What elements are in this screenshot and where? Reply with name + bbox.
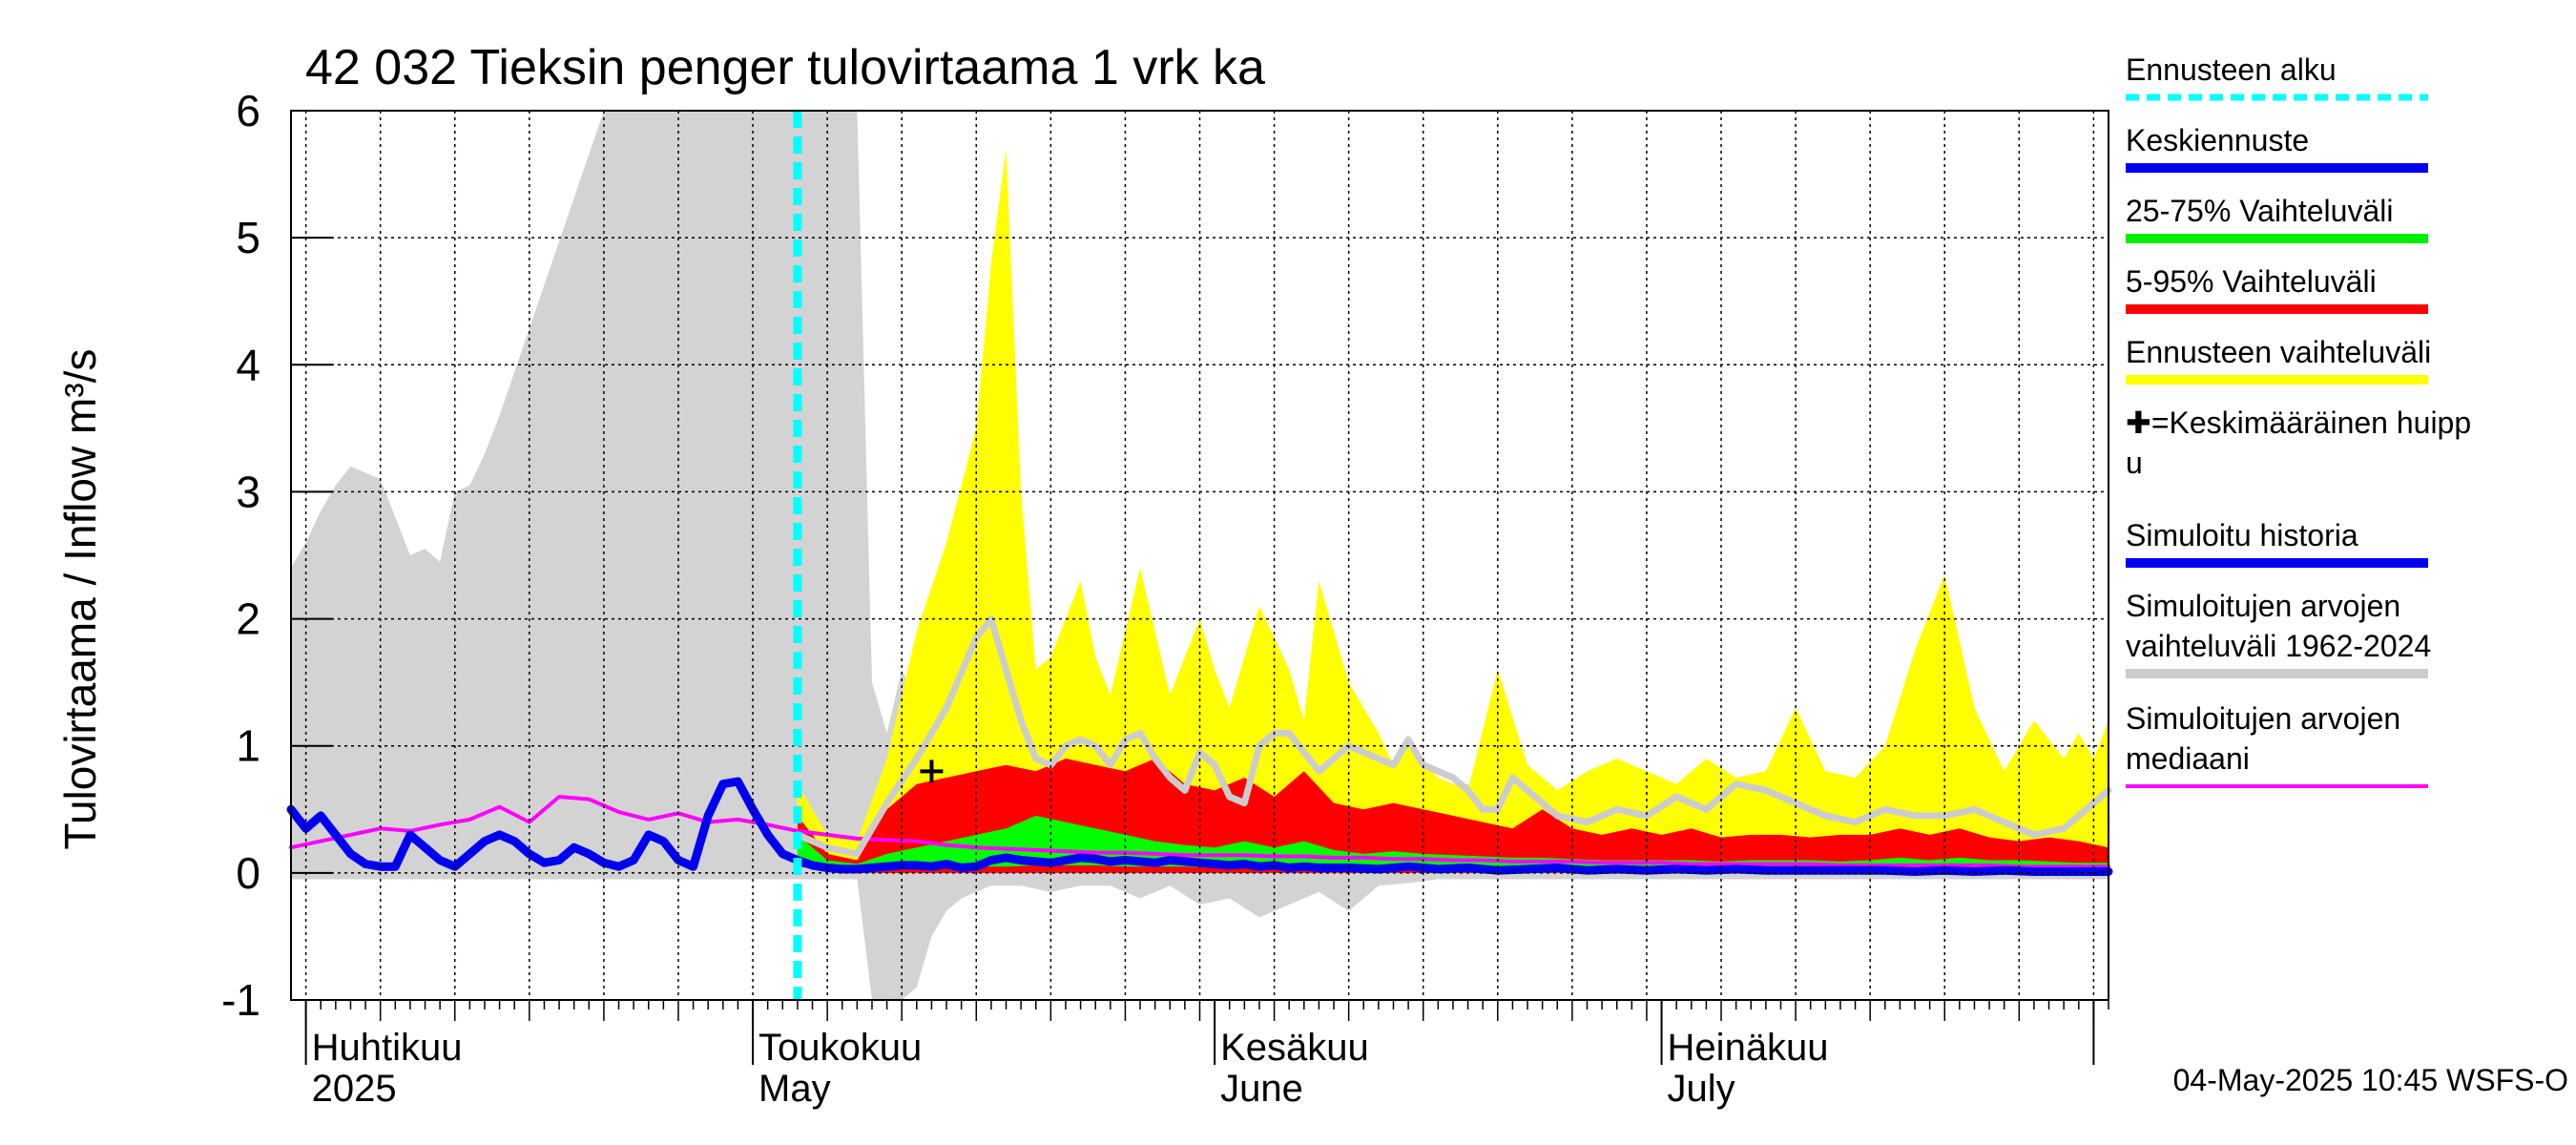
month-label-fi: Heinäkuu xyxy=(1668,1027,1829,1069)
legend-label-keskim-r-inen-huipp-u: u xyxy=(2126,446,2143,480)
y-tick-label: 5 xyxy=(236,213,260,262)
month-label-en: July xyxy=(1668,1068,1735,1110)
band-simuloitujen-arvojen-vaihteluv-li-1962-2024 xyxy=(291,111,2109,1000)
month-label-fi: Kesäkuu xyxy=(1220,1027,1369,1069)
legend-label-simuloitu-historia: Simuloitu historia xyxy=(2126,518,2358,552)
month-label-en: 2025 xyxy=(312,1068,397,1110)
line-simuloitujen-arvojen-mediaani xyxy=(289,795,2110,869)
y-tick-label: -1 xyxy=(221,975,260,1025)
legend-label-ennusteen-vaihteluv-li: Ennusteen vaihteluväli xyxy=(2126,335,2431,369)
legend-label-5-95-vaihteluv-li: 5-95% Vaihteluväli xyxy=(2126,264,2377,299)
legend-label-simuloitujen-arvojen-mediaani: Simuloitujen arvojen xyxy=(2126,701,2400,736)
y-tick-label: 1 xyxy=(236,721,260,771)
band-ennusteen-vaihteluv-li xyxy=(797,148,2109,873)
month-label-en: June xyxy=(1220,1068,1303,1110)
mean-peak-marker xyxy=(920,760,944,783)
month-label-fi: Huhtikuu xyxy=(312,1027,463,1069)
y-tick-label: 3 xyxy=(236,467,260,516)
legend-label-simuloitujen-arvojen-vaihteluv-li-1962-2024: Simuloitujen arvojen xyxy=(2126,589,2400,623)
y-axis: -1 0 1 2 3 4 5 6 xyxy=(221,86,333,1025)
y-axis-label: Tulovirtaama / Inflow m³/s xyxy=(55,349,105,850)
y-tick-label: 0 xyxy=(236,848,260,898)
month-label-fi: Toukokuu xyxy=(758,1027,922,1069)
legend-label-25-75-vaihteluv-li: 25-75% Vaihteluväli xyxy=(2126,194,2393,228)
legend-label-ennusteen-alku: Ennusteen alku xyxy=(2126,52,2337,87)
legend-label-keskim-r-inen-huipp-u: ✚=Keskimääräinen huipp xyxy=(2126,406,2471,440)
y-tick-label: 2 xyxy=(236,594,260,644)
y-tick-label: 4 xyxy=(236,340,260,389)
legend: Ennusteen alku Keskiennuste 25-75% Vaihtel… xyxy=(2126,52,2471,788)
plot-area xyxy=(286,110,2113,1001)
timestamp: 04-May-2025 10:45 WSFS-O xyxy=(2173,1063,2568,1097)
legend-label-keskiennuste: Keskiennuste xyxy=(2126,123,2309,157)
legend-label-simuloitujen-arvojen-vaihteluv-li-1962-2024: vaihteluväli 1962-2024 xyxy=(2126,629,2431,663)
legend-label-simuloitujen-arvojen-mediaani: mediaani xyxy=(2126,741,2250,776)
month-label-en: May xyxy=(758,1068,831,1110)
chart-title: 42 032 Tieksin penger tulovirtaama 1 vrk… xyxy=(305,40,1265,95)
y-tick-label: 6 xyxy=(236,86,260,135)
